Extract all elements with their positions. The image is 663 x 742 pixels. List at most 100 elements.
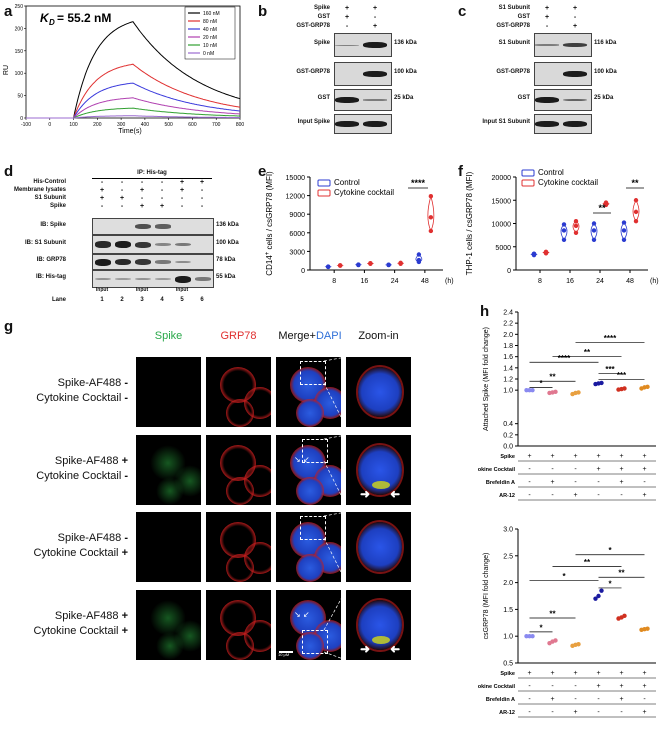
tile-grp78 — [206, 590, 271, 660]
zoom-cell — [358, 522, 402, 572]
sig-label: ** — [631, 178, 639, 188]
data-point — [429, 215, 433, 219]
blot-label: GST-GRP78 — [462, 69, 530, 75]
condition-sign: + — [543, 14, 551, 21]
blot-image — [534, 33, 592, 57]
condition-sign: + — [550, 453, 554, 460]
header-grp78: GRP78 — [206, 330, 271, 342]
zoom-box — [302, 630, 328, 654]
lane-number: 6 — [192, 297, 212, 303]
data-point — [599, 588, 603, 592]
arrow-icon: ↘ ↙ — [294, 610, 310, 619]
blot-label: Input S1 Subunit — [462, 119, 530, 125]
tile-spike — [136, 357, 201, 427]
cytokine-condition-sign: + — [122, 625, 128, 637]
condition-sign: + — [98, 187, 106, 194]
cell — [226, 632, 254, 660]
condition-label-block: Spike-AF488 +Cytokine Cocktail + — [0, 609, 128, 639]
condition-label: Membrane lysates — [0, 187, 66, 193]
blot-band — [155, 260, 171, 264]
x-tick-label: 48 — [626, 278, 634, 285]
spike-condition-text: Spike-AF488 — [58, 532, 125, 544]
y-tick-label: 2.4 — [503, 310, 513, 317]
blot-label: GST — [462, 95, 530, 101]
condition-sign: + — [371, 23, 379, 30]
condition-sign: + — [619, 479, 623, 486]
data-point — [417, 258, 421, 262]
spike-condition-text: Spike-AF488 — [55, 455, 122, 467]
condition-sign: - — [597, 696, 600, 703]
blot-image — [334, 114, 392, 134]
tile-spike — [136, 435, 201, 505]
data-point — [429, 194, 433, 198]
condition-sign: - — [98, 179, 106, 186]
y-tick-label: 5000 — [495, 245, 511, 252]
y-tick-label: 1.2 — [503, 377, 513, 384]
sig-label: * — [539, 379, 543, 388]
blot-band — [95, 278, 111, 281]
mw-label: 100 kDa — [216, 240, 239, 246]
condition-sign: + — [642, 709, 646, 716]
chart-h-attached-spike: 0.00.20.41.01.21.41.61.82.02.22.4Attache… — [478, 306, 663, 521]
condition-label: S1 Subunit — [0, 195, 66, 201]
y-tick-label: 3.0 — [503, 527, 513, 534]
condition-sign: + — [343, 14, 351, 21]
arrow-icon: ➜ — [360, 642, 370, 656]
blot-label: S1 Subunit — [462, 40, 530, 46]
cytokine-condition: Cytokine Cocktail - — [0, 391, 128, 406]
condition-label-block: Spike-AF488 -Cytokine Cocktail + — [0, 531, 128, 561]
panel-g-confocal: Spike GRP78 Merge+DAPI Zoom-in Spike-AF4… — [0, 330, 480, 737]
x-tick-label: 48 — [421, 278, 429, 285]
condition-sign: + — [571, 5, 579, 12]
spike-condition: Spike-AF488 + — [0, 609, 128, 624]
y-tick-label: 0.0 — [503, 444, 513, 451]
condition-label: S1 Subunit — [462, 5, 530, 11]
y-axis-label: Attached Spike (MFI fold change) — [483, 327, 490, 431]
blot-band — [335, 45, 359, 46]
mw-label: 78 kDa — [216, 257, 235, 263]
condition-sign: + — [596, 683, 600, 690]
cytokine-condition-text: Cytokine Cocktail — [36, 470, 124, 482]
blot-band — [563, 121, 587, 127]
blot-image — [334, 33, 392, 57]
condition-sign: + — [619, 453, 623, 460]
condition-sign: + — [619, 670, 623, 677]
blot-band — [195, 277, 211, 281]
y-tick-label: 2.0 — [503, 580, 513, 587]
sig-label: * — [562, 572, 566, 581]
blot-band — [155, 278, 171, 280]
condition-sign: + — [571, 23, 579, 30]
spr-xtick-label: -100 — [21, 122, 31, 128]
data-point — [574, 224, 578, 228]
y-tick-label: 2.2 — [503, 321, 513, 328]
condition-sign: + — [642, 492, 646, 499]
y-tick-label: 9000 — [289, 212, 305, 219]
spr-legend-label: 40 nM — [203, 27, 217, 33]
spr-ytick-label: 0 — [20, 116, 23, 122]
condition-sign: + — [619, 466, 623, 473]
y-tick-label: 0.4 — [503, 421, 513, 428]
spike-condition-sign: - — [124, 532, 128, 544]
y-tick-label: 2.5 — [503, 553, 513, 560]
mw-label: 55 kDa — [216, 274, 235, 280]
condition-sign: - — [528, 696, 531, 703]
cytokine-condition-text: Cytokine Cocktail — [34, 625, 122, 637]
input-label: Input — [132, 287, 152, 293]
spr-ytick-label: 50 — [17, 94, 23, 100]
spr-legend-label: 20 nM — [203, 35, 217, 41]
data-point — [576, 390, 580, 394]
condition-label: GST-GRP78 — [462, 23, 530, 29]
spike-condition: Spike-AF488 + — [0, 454, 128, 469]
condition-sign: - — [571, 14, 579, 21]
y-tick-label: 2.0 — [503, 332, 513, 339]
condition-label-block: Spike-AF488 -Cytokine Cocktail - — [0, 376, 128, 406]
blot-band — [115, 241, 131, 248]
sig-label: ** — [584, 348, 591, 357]
blot-band — [563, 99, 587, 101]
spr-xtick-label: 700 — [212, 122, 221, 128]
blot-band — [363, 71, 387, 77]
condition-sign: - — [528, 492, 531, 499]
condition-sign: + — [573, 670, 577, 677]
condition-sign: - — [158, 195, 166, 202]
